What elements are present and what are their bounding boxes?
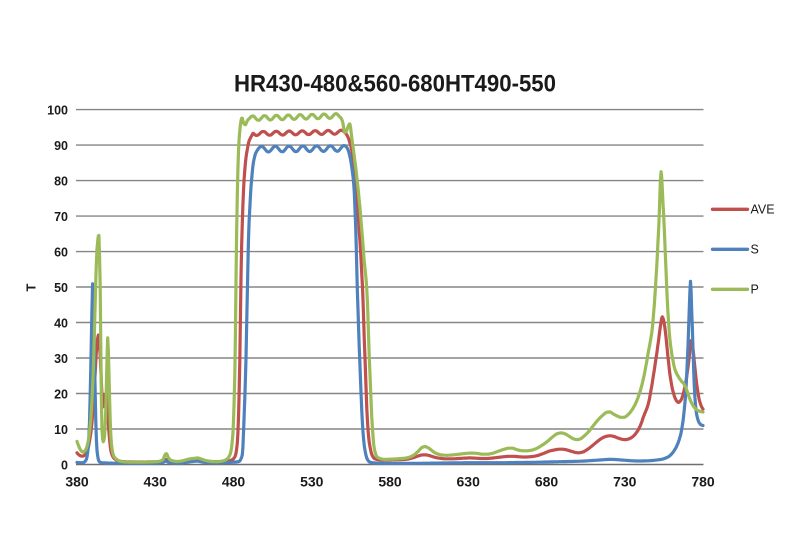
svg-text:100: 100 bbox=[47, 104, 68, 118]
svg-text:20: 20 bbox=[54, 387, 68, 401]
svg-text:40: 40 bbox=[54, 316, 68, 330]
svg-text:90: 90 bbox=[54, 139, 68, 153]
svg-text:T: T bbox=[24, 283, 39, 291]
svg-text:AVE: AVE bbox=[751, 203, 775, 217]
svg-text:430: 430 bbox=[144, 474, 168, 490]
svg-text:S: S bbox=[751, 243, 759, 257]
svg-text:60: 60 bbox=[54, 246, 68, 260]
svg-text:10: 10 bbox=[54, 423, 68, 437]
svg-text:530: 530 bbox=[300, 474, 324, 490]
svg-text:P: P bbox=[751, 283, 759, 297]
svg-text:0: 0 bbox=[61, 458, 68, 472]
svg-text:630: 630 bbox=[457, 474, 481, 490]
svg-text:380: 380 bbox=[65, 474, 89, 490]
svg-text:780: 780 bbox=[691, 474, 715, 490]
svg-text:80: 80 bbox=[54, 175, 68, 189]
svg-text:480: 480 bbox=[222, 474, 246, 490]
svg-text:70: 70 bbox=[54, 210, 68, 224]
svg-text:HR430-480&560-680HT490-550: HR430-480&560-680HT490-550 bbox=[234, 71, 556, 98]
svg-text:730: 730 bbox=[613, 474, 637, 490]
svg-text:30: 30 bbox=[54, 352, 68, 366]
svg-text:580: 580 bbox=[378, 474, 402, 490]
svg-text:680: 680 bbox=[535, 474, 559, 490]
svg-text:50: 50 bbox=[54, 281, 68, 295]
